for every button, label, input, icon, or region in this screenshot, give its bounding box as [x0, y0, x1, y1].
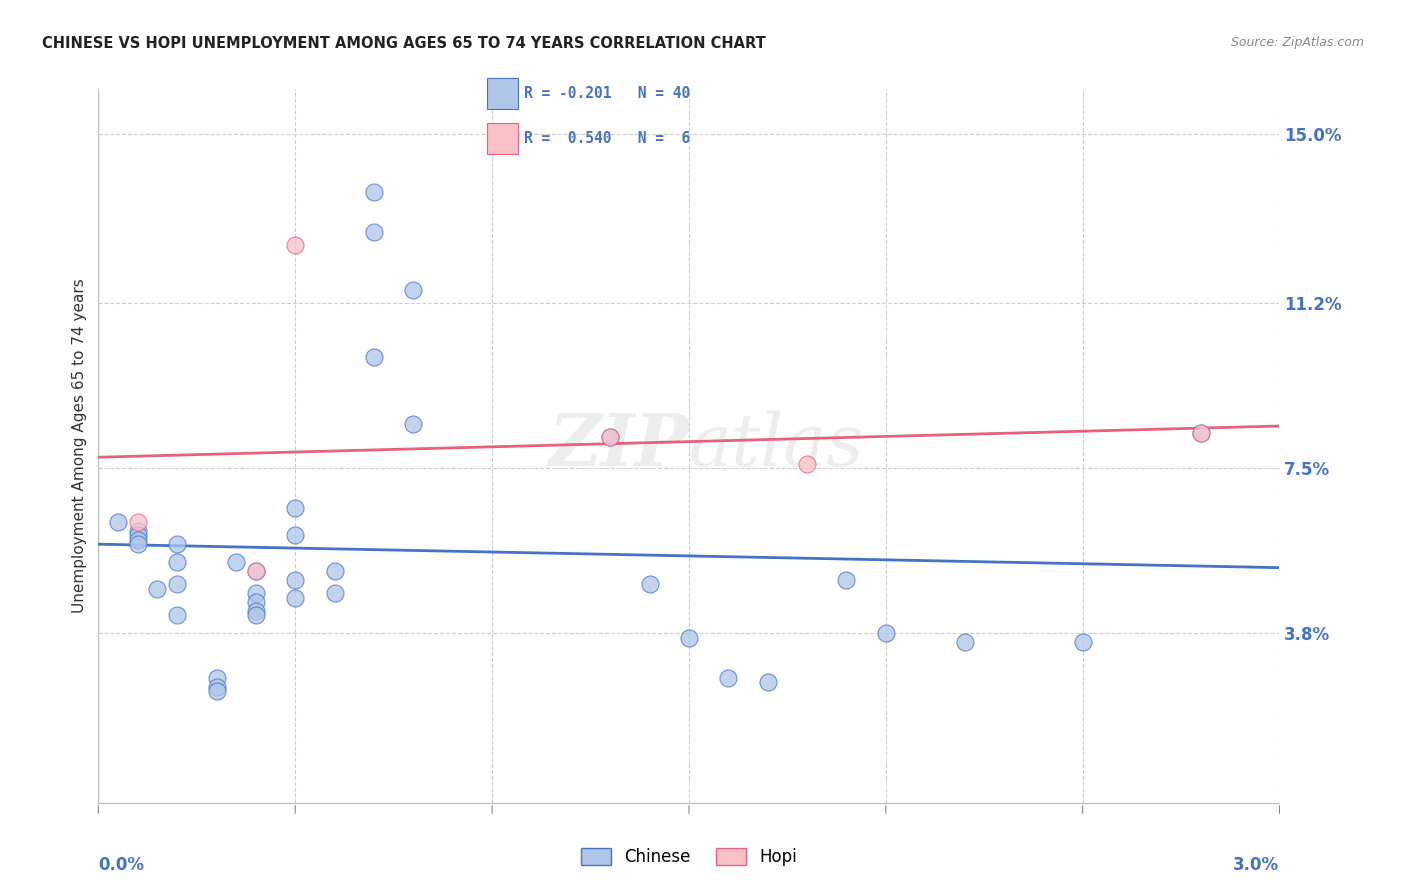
Point: [205, 680, 228, 694]
Point: [166, 608, 188, 623]
Bar: [488, 122, 519, 153]
Point: [245, 608, 267, 623]
Point: [146, 582, 169, 596]
Legend: Chinese, Hopi: Chinese, Hopi: [575, 841, 803, 873]
Text: R = -0.201   N = 40: R = -0.201 N = 40: [524, 87, 690, 101]
Point: [875, 626, 897, 640]
Point: [323, 564, 346, 578]
Point: [205, 684, 228, 698]
Point: [402, 283, 425, 297]
Point: [1189, 425, 1212, 440]
Point: [363, 350, 385, 364]
Point: [953, 635, 976, 649]
Text: CHINESE VS HOPI UNEMPLOYMENT AMONG AGES 65 TO 74 YEARS CORRELATION CHART: CHINESE VS HOPI UNEMPLOYMENT AMONG AGES …: [42, 36, 766, 51]
Point: [225, 555, 247, 569]
Point: [127, 528, 149, 542]
Point: [363, 225, 385, 239]
Point: [166, 555, 188, 569]
Point: [756, 675, 779, 690]
Point: [363, 185, 385, 199]
Point: [127, 515, 149, 529]
Point: [796, 457, 818, 471]
Point: [127, 537, 149, 551]
Text: ZIP: ZIP: [548, 410, 689, 482]
Point: [284, 238, 307, 252]
Point: [1071, 635, 1094, 649]
Point: [166, 537, 188, 551]
Point: [245, 564, 267, 578]
Point: [402, 417, 425, 431]
Point: [205, 671, 228, 685]
Point: [284, 501, 307, 516]
Point: [1189, 425, 1212, 440]
Point: [678, 631, 700, 645]
Point: [323, 586, 346, 600]
Point: [245, 564, 267, 578]
Point: [717, 671, 740, 685]
Point: [638, 577, 661, 591]
Point: [245, 595, 267, 609]
Point: [835, 573, 858, 587]
Text: 0.0%: 0.0%: [98, 856, 145, 874]
Point: [245, 586, 267, 600]
Text: 3.0%: 3.0%: [1233, 856, 1279, 874]
Point: [245, 604, 267, 618]
Point: [284, 591, 307, 605]
Point: [127, 524, 149, 538]
Point: [284, 528, 307, 542]
Point: [166, 577, 188, 591]
Point: [599, 430, 621, 444]
Point: [107, 515, 129, 529]
Bar: [488, 78, 519, 109]
Point: [127, 533, 149, 547]
Text: R =  0.540   N =  6: R = 0.540 N = 6: [524, 131, 690, 145]
Point: [284, 573, 307, 587]
Text: atlas: atlas: [689, 410, 865, 482]
Text: Source: ZipAtlas.com: Source: ZipAtlas.com: [1230, 36, 1364, 49]
Point: [599, 430, 621, 444]
Y-axis label: Unemployment Among Ages 65 to 74 years: Unemployment Among Ages 65 to 74 years: [72, 278, 87, 614]
